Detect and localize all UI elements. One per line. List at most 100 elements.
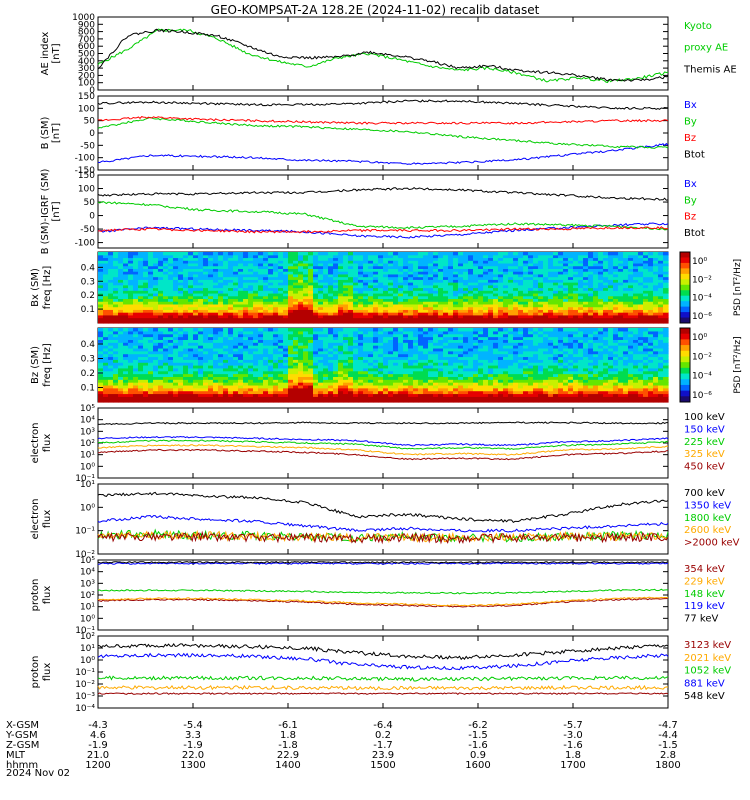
heatmap-cell [303,345,309,349]
heatmap-cell [228,290,234,294]
heatmap-cell [143,345,149,349]
heatmap-cell [133,336,139,340]
heatmap-cell [203,342,209,346]
heatmap-cell [583,265,589,269]
heatmap-cell [408,262,414,267]
heatmap-cell [233,314,239,319]
heatmap-cell [258,373,264,377]
heatmap-cell [358,367,364,372]
heatmap-cell [303,333,309,338]
heatmap-cell [453,271,459,275]
heatmap-cell [518,257,524,261]
heatmap-cell [283,301,289,305]
heatmap-cell [193,252,199,256]
heatmap-cell [263,271,269,275]
heatmap-cell [448,284,454,289]
heatmap-cell [573,314,579,319]
heatmap-cell [333,273,339,278]
heatmap-cell [158,328,164,332]
heatmap-cell [523,279,529,283]
y-axis-label: Bz (SM) [30,346,41,384]
heatmap-cell [183,254,189,259]
heatmap-cell [313,330,319,335]
heatmap-cell [658,262,664,267]
heatmap-cell [428,260,434,264]
heatmap-cell [178,284,184,289]
heatmap-cell [383,284,389,289]
heatmap-cell [208,260,214,264]
heatmap-cell [388,365,394,369]
heatmap-cell [253,367,259,372]
heatmap-cell [503,292,509,297]
heatmap-cell [588,284,594,289]
heatmap-cell [123,333,129,338]
heatmap-cell [328,317,334,321]
y-axis-unit: [nT] [51,123,62,143]
heatmap-cell [113,339,119,343]
heatmap-cell [183,350,189,355]
heatmap-cell [238,276,244,280]
heatmap-cell [663,260,669,264]
heatmap-cell [223,356,229,360]
heatmap-cell [243,254,249,259]
heatmap-cell [153,273,159,278]
heatmap-cell [108,292,114,297]
heatmap-cell [113,373,119,377]
heatmap-cell [268,295,274,300]
heatmap-cell [418,370,424,375]
heatmap-cell [423,333,429,338]
heatmap-cell [298,273,304,278]
heatmap-cell [443,298,449,302]
heatmap-cell [543,314,549,319]
heatmap-cell [483,265,489,269]
heatmap-cell [488,290,494,294]
heatmap-cell [258,336,264,340]
heatmap-cell [338,271,344,275]
heatmap-cell [378,336,384,340]
heatmap-cell [243,279,249,283]
heatmap-cell [193,314,199,319]
heatmap-cell [573,279,579,283]
heatmap-cell [273,342,279,346]
heatmap-cell [448,287,454,291]
heatmap-cell [658,287,664,291]
heatmap-cell [133,268,139,272]
heatmap-cell [263,399,269,403]
heatmap-cell [448,306,454,310]
heatmap-cell [348,356,354,360]
panel-bigrf: B (SM)-IGRF (SM) [nT]-100-50050100150BxBy… [40,169,705,255]
heatmap-cell [198,399,204,403]
heatmap-cell [138,367,144,372]
heatmap-cell [158,292,164,297]
heatmap-cell [308,314,314,319]
heatmap-cell [278,306,284,310]
heatmap-cell [403,384,409,389]
heatmap-cell [248,252,254,256]
heatmap-cell [203,367,209,372]
heatmap-cell [508,262,514,267]
heatmap-cell [308,376,314,380]
heatmap-cell [228,379,234,383]
heatmap-cell [238,290,244,294]
heatmap-cell [273,279,279,283]
heatmap-cell [143,339,149,343]
heatmap-cell [353,284,359,289]
heatmap-cell [638,312,644,316]
heatmap-cell [393,328,399,332]
heatmap-cell [348,373,354,377]
heatmap-cell [193,273,199,278]
heatmap-cell [643,260,649,264]
heatmap-cell [423,359,429,363]
heatmap-cell [248,292,254,297]
legend-entry: By [684,117,697,128]
heatmap-cell [338,345,344,349]
heatmap-cell [203,365,209,369]
heatmap-cell [198,384,204,389]
heatmap-cell [393,317,399,321]
heatmap-cell [168,309,174,313]
heatmap-cell [588,257,594,261]
heatmap-cell [178,265,184,269]
y-axis-unit: [nT] [51,201,62,221]
heatmap-cell [268,396,274,400]
